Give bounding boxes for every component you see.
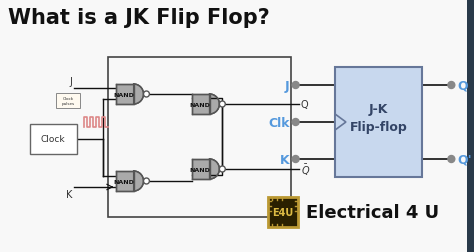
Circle shape — [144, 178, 149, 184]
Circle shape — [448, 156, 455, 163]
Text: E4U: E4U — [272, 207, 293, 217]
Text: J: J — [69, 77, 72, 87]
Text: Q: Q — [457, 79, 468, 92]
Circle shape — [292, 156, 299, 163]
Bar — [192, 159, 210, 179]
Bar — [29, 124, 77, 154]
Text: K: K — [280, 153, 290, 166]
Bar — [116, 85, 134, 105]
Text: NAND: NAND — [190, 102, 210, 107]
Text: What is a JK Flip Flop?: What is a JK Flip Flop? — [8, 8, 270, 28]
Text: Clock
pulses: Clock pulses — [62, 97, 74, 105]
Bar — [192, 94, 210, 115]
Text: J-K
Flip-flop: J-K Flip-flop — [349, 102, 407, 133]
Polygon shape — [210, 159, 219, 179]
Polygon shape — [210, 94, 219, 115]
Text: Q': Q' — [457, 153, 472, 166]
Circle shape — [292, 119, 299, 126]
Text: J: J — [285, 79, 290, 92]
Text: NAND: NAND — [190, 167, 210, 172]
Text: NAND: NAND — [114, 92, 135, 97]
Text: Clk: Clk — [268, 116, 290, 129]
Circle shape — [292, 82, 299, 89]
Text: Clock: Clock — [41, 135, 65, 144]
Polygon shape — [134, 85, 144, 105]
Text: Q: Q — [301, 100, 308, 110]
Text: $\bar{Q}$: $\bar{Q}$ — [301, 162, 310, 177]
Circle shape — [144, 92, 149, 98]
FancyBboxPatch shape — [56, 94, 80, 109]
Bar — [335, 68, 422, 177]
Text: Electrical 4 U: Electrical 4 U — [306, 203, 438, 221]
Polygon shape — [335, 115, 346, 131]
Circle shape — [448, 82, 455, 89]
Circle shape — [219, 102, 225, 108]
Text: NAND: NAND — [114, 179, 135, 184]
Polygon shape — [134, 171, 144, 191]
Bar — [116, 171, 134, 191]
Circle shape — [219, 166, 225, 172]
Text: K: K — [65, 189, 72, 199]
Bar — [109, 58, 291, 217]
Bar — [268, 197, 298, 227]
